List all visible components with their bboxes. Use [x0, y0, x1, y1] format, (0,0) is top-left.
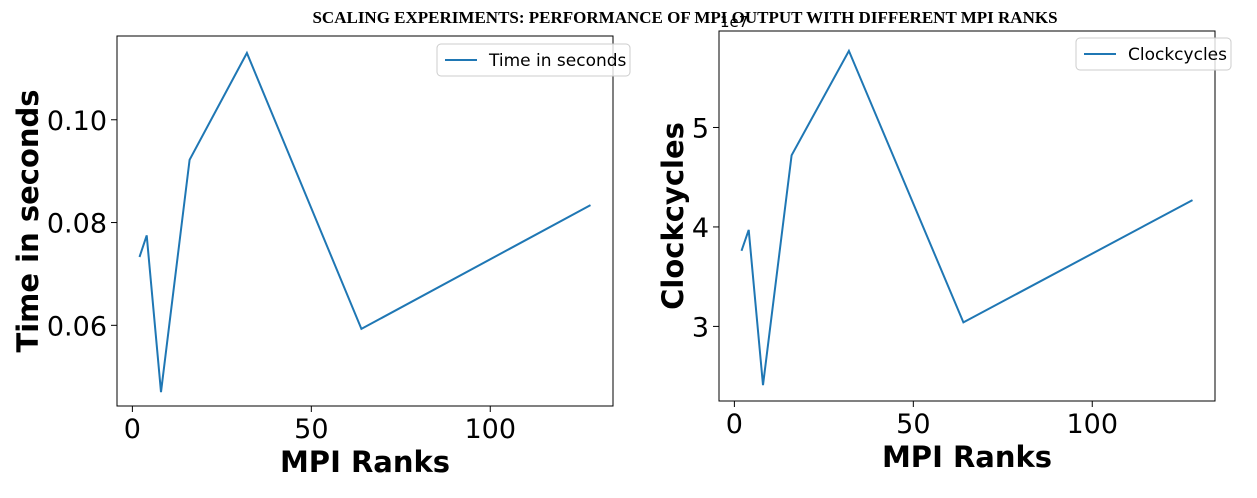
y-tick-label: 0.08	[47, 209, 107, 240]
x-axis-label: MPI Ranks	[280, 445, 450, 479]
x-tick-label: 100	[1066, 409, 1118, 440]
x-axis-label: MPI Ranks	[882, 440, 1052, 474]
plot-frame	[116, 35, 614, 407]
y-axis-label: Time in seconds	[11, 89, 45, 352]
y-tick-label: 3	[692, 312, 709, 343]
series-line-0	[138, 50, 591, 393]
y-offset-label: 1e7	[720, 13, 748, 31]
y-tick-label: 4	[692, 213, 709, 244]
chart-time-in-seconds: 0 50 100 0.06 0.08 0.10 MPI Ranks Time in secon…	[11, 35, 631, 479]
chart-clockcycles: 0 50 100 3 4 5 MPI Ranks Clockcycles 1e7 Clockcyc…	[656, 13, 1232, 474]
y-axis-label: Clockcycles	[656, 122, 690, 310]
x-tick-label: 0	[124, 414, 141, 445]
series-line-0	[740, 48, 1193, 386]
figure-suptitle: SCALING EXPERIMENTS: PERFORMANCE OF MPI …	[312, 8, 1057, 27]
legend: Clockcycles	[1075, 37, 1232, 71]
x-tick-label: 50	[896, 409, 930, 440]
x-tick-label: 50	[294, 414, 328, 445]
x-tick-label: 0	[726, 409, 743, 440]
legend-box	[1075, 37, 1232, 71]
legend-label: Time in seconds	[488, 51, 627, 71]
y-tick-label: 5	[692, 113, 709, 144]
legend-box	[436, 43, 631, 77]
legend: Time in seconds	[436, 43, 631, 77]
x-tick-label: 100	[464, 414, 516, 445]
y-tick-label: 0.06	[47, 311, 107, 342]
y-tick-label: 0.10	[47, 106, 107, 137]
legend-label: Clockcycles	[1128, 45, 1227, 65]
plot-frame	[718, 30, 1216, 402]
